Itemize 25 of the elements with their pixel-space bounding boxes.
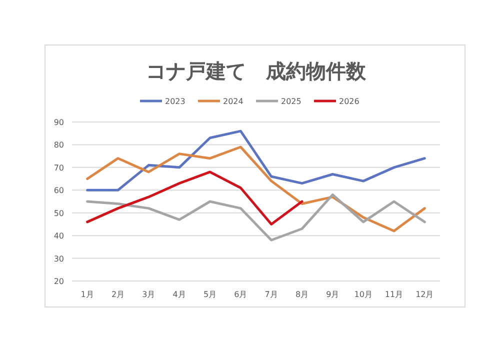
- x-tick-label: 4月: [172, 290, 186, 299]
- x-tick-label: 9月: [326, 290, 340, 299]
- y-tick-label: 70: [54, 163, 64, 172]
- x-tick-label: 2月: [111, 290, 125, 299]
- x-tick-label: 11月: [384, 290, 404, 299]
- chart-title: コナ戸建て 成約物件数: [146, 59, 367, 83]
- y-tick-label: 20: [54, 277, 64, 286]
- x-tick-label: 10月: [354, 290, 372, 299]
- x-tick-label: 12月: [416, 290, 434, 299]
- legend-label: 2026: [339, 97, 360, 106]
- x-tick-label: 3月: [142, 290, 156, 299]
- legend-label: 2024: [223, 97, 244, 106]
- y-tick-label: 90: [54, 118, 64, 127]
- y-tick-label: 60: [54, 186, 64, 196]
- x-tick-label: 7月: [264, 290, 278, 299]
- y-tick-label: 40: [54, 232, 64, 241]
- legend-label: 2023: [165, 97, 186, 106]
- x-tick-label: 8月: [295, 290, 309, 299]
- x-tick-label: 1月: [80, 290, 94, 299]
- y-tick-label: 30: [54, 254, 64, 264]
- x-tick-label: 6月: [234, 290, 248, 299]
- y-tick-label: 80: [54, 140, 64, 150]
- x-tick-label: 5月: [203, 290, 217, 299]
- legend-label: 2025: [281, 97, 302, 106]
- y-tick-label: 50: [54, 208, 64, 218]
